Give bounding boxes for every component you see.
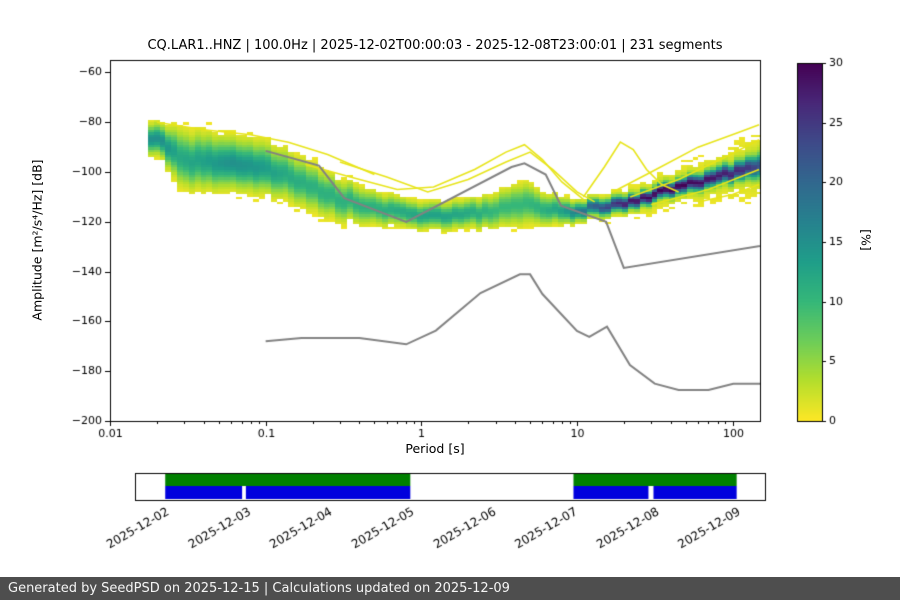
x-axis-label: Period [s] [405, 441, 465, 456]
colorbar-label: [%] [858, 229, 874, 251]
y-axis-label: Amplitude [m²/s⁴/Hz] [dB] [29, 159, 45, 321]
footer-text: Generated by SeedPSD on 2025-12-15 | Cal… [8, 581, 510, 596]
plot-title: CQ.LAR1..HNZ | 100.0Hz | 2025-12-02T00:0… [147, 38, 723, 53]
footer-bar: Generated by SeedPSD on 2025-12-15 | Cal… [0, 577, 900, 600]
